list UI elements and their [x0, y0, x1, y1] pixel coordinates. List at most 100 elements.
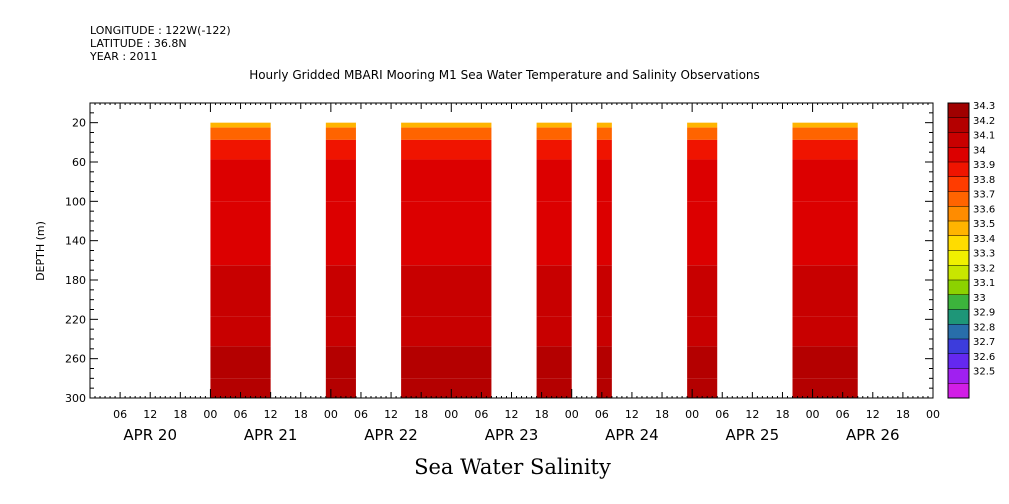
colorbar-label: 33.5 — [973, 219, 995, 230]
colorbar-swatch — [948, 353, 969, 369]
colorbar-label: 32.5 — [973, 367, 995, 378]
colorbar-swatch — [948, 250, 969, 266]
salinity-band — [536, 378, 572, 398]
x-hour-label: 06 — [595, 408, 609, 421]
colorbar-swatch — [948, 147, 969, 162]
x-hour-label: 12 — [264, 408, 278, 421]
salinity-band — [536, 159, 572, 202]
x-hour-label: 06 — [836, 408, 850, 421]
salinity-band — [401, 159, 492, 202]
colorbar: 34.3 34.2 34.1 34 33.9 33.8 33.7 33.6 33.5 33.4 33… — [947, 101, 995, 399]
x-hour-label: 12 — [505, 408, 519, 421]
y-tick-label: 60 — [72, 156, 86, 169]
colorbar-swatch — [948, 191, 969, 207]
salinity-band — [210, 316, 271, 347]
salinity-band — [210, 139, 271, 160]
colorbar-label: 33.9 — [973, 160, 995, 171]
colorbar-swatch — [948, 221, 969, 236]
salinity-band — [536, 346, 572, 379]
colorbar-swatch — [948, 280, 969, 295]
y-tick-label: 220 — [65, 313, 86, 326]
salinity-band — [401, 122, 492, 128]
colorbar-label: 33.2 — [973, 263, 995, 274]
x-hour-label: 12 — [625, 408, 639, 421]
salinity-band — [210, 159, 271, 202]
salinity-band — [210, 265, 271, 317]
y-axis-label: DEPTH (m) — [34, 221, 47, 281]
salinity-band — [792, 346, 858, 379]
x-hour-label: 18 — [414, 408, 428, 421]
salinity-band — [792, 316, 858, 347]
x-day-label: APR 22 — [364, 426, 418, 444]
colorbar-label: 33.7 — [973, 190, 995, 201]
salinity-band — [401, 265, 492, 317]
salinity-band — [325, 159, 356, 202]
salinity-band — [325, 201, 356, 266]
x-hour-label: 06 — [715, 408, 729, 421]
colorbar-swatch — [948, 294, 969, 310]
x-hour-label: 06 — [113, 408, 127, 421]
data-segments — [210, 122, 858, 398]
salinity-band — [401, 139, 492, 160]
salinity-band — [596, 122, 612, 128]
x-day-label: APR 20 — [123, 426, 177, 444]
salinity-band — [792, 122, 858, 128]
x-hour-label: 18 — [173, 408, 187, 421]
data-segment — [596, 122, 612, 398]
salinity-band — [687, 378, 718, 398]
salinity-band — [687, 346, 718, 379]
salinity-band — [325, 265, 356, 317]
colorbar-label: 34.3 — [973, 101, 995, 112]
x-hour-label: 18 — [535, 408, 549, 421]
colorbar-label: 32.8 — [973, 322, 995, 333]
salinity-band — [687, 127, 718, 140]
colorbar-label: 33.4 — [973, 234, 995, 245]
chart-title: Hourly Gridded MBARI Mooring M1 Sea Wate… — [249, 68, 760, 82]
x-day-label: APR 26 — [846, 426, 900, 444]
salinity-band — [401, 201, 492, 266]
colorbar-swatch — [948, 206, 969, 221]
salinity-band — [210, 346, 271, 379]
salinity-band — [596, 159, 612, 202]
x-hour-label: 00 — [806, 408, 820, 421]
salinity-band — [792, 265, 858, 317]
salinity-band — [596, 378, 612, 398]
x-hour-label: 00 — [926, 408, 940, 421]
colorbar-swatch — [948, 132, 969, 148]
salinity-band — [596, 201, 612, 266]
x-hour-label: 06 — [474, 408, 488, 421]
x-day-label: APR 21 — [244, 426, 298, 444]
salinity-band — [401, 127, 492, 140]
data-segment — [792, 122, 858, 398]
x-hour-label: 06 — [234, 408, 248, 421]
salinity-band — [792, 127, 858, 140]
colorbar-label: 33.8 — [973, 175, 995, 186]
x-hour-label: 06 — [354, 408, 368, 421]
year-label: YEAR : 2011 — [90, 50, 158, 63]
salinity-band — [596, 346, 612, 379]
salinity-band — [401, 316, 492, 347]
salinity-band — [536, 265, 572, 317]
colorbar-label: 32.7 — [973, 337, 995, 348]
salinity-band — [210, 127, 271, 140]
y-tick-label: 20 — [72, 117, 86, 130]
colorbar-swatch — [948, 339, 969, 354]
salinity-band — [536, 201, 572, 266]
x-day-label: APR 24 — [605, 426, 659, 444]
axis-ticks: 20 60 100 140 180 220 260 300 06 12 18 00 06 12 18 00 06… — [65, 102, 940, 444]
colorbar-swatch — [948, 117, 969, 133]
salinity-band — [536, 139, 572, 160]
y-tick-label: 180 — [65, 274, 86, 287]
data-segment — [325, 122, 356, 398]
salinity-band — [792, 201, 858, 266]
salinity-band — [596, 139, 612, 160]
colorbar-swatch — [948, 176, 969, 192]
y-tick-label: 100 — [65, 195, 86, 208]
colorbar-swatch — [948, 324, 969, 339]
x-hour-label: 18 — [655, 408, 669, 421]
salinity-band — [792, 378, 858, 398]
colorbar-swatch — [948, 368, 969, 384]
colorbar-label: 33.6 — [973, 204, 995, 215]
longitude-label: LONGITUDE : 122W(-122) — [90, 24, 231, 37]
x-hour-label: 18 — [294, 408, 308, 421]
